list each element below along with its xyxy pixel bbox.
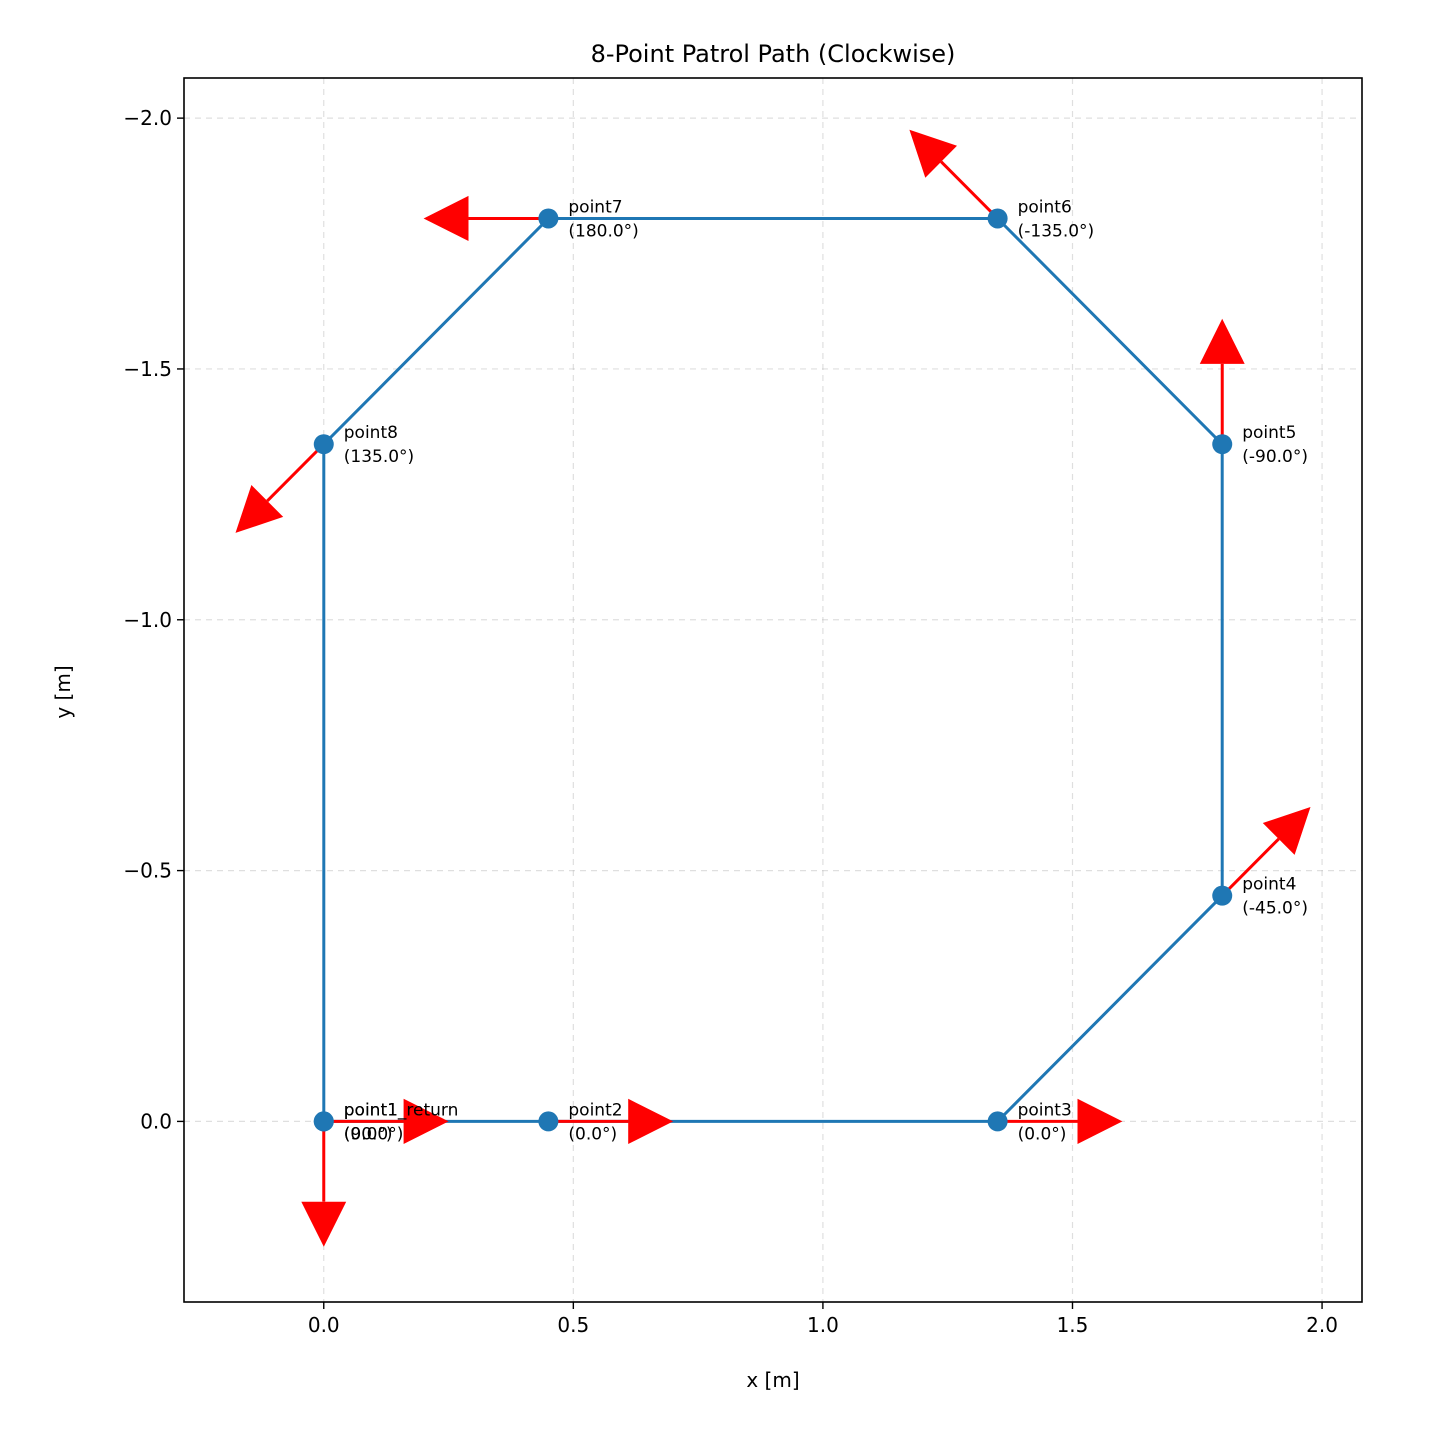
waypoint-angle-label: (135.0°) — [344, 447, 414, 467]
waypoint-angle-label: (0.0°) — [344, 1124, 393, 1144]
waypoint-angle-label: (180.0°) — [568, 221, 638, 241]
y-tick-label: −2.0 — [123, 106, 172, 130]
heading-arrow — [423, 195, 549, 241]
y-tick-label: −1.5 — [123, 357, 172, 381]
waypoint-angle-label: (90.0°) — [344, 1124, 404, 1144]
waypoint-marker — [313, 434, 334, 455]
heading-arrow-head — [1262, 807, 1311, 855]
heading-arrow-shaft — [1221, 837, 1280, 897]
waypoint-name-label: point7 — [568, 197, 622, 217]
waypoint-name-label: point6 — [1018, 197, 1072, 217]
heading-arrow-head — [1077, 1098, 1123, 1144]
waypoint-marker — [313, 1111, 334, 1132]
waypoint-marker — [987, 208, 1008, 229]
waypoint-labels: point1 (90.0°) point2 (0.0°) point3 (0.0°) poi… — [344, 197, 1308, 1144]
waypoint-angle-label: (-90.0°) — [1242, 447, 1308, 467]
x-tick-label: 2.0 — [1306, 1313, 1338, 1337]
heading-arrow — [235, 443, 325, 533]
y-tick-label: 0.0 — [140, 1109, 172, 1133]
heading-arrow-head — [909, 129, 957, 178]
x-axis-label: x [m] — [746, 1368, 799, 1392]
waypoint-angle-label: (-45.0°) — [1242, 899, 1308, 919]
waypoint-angle-label: (-135.0°) — [1018, 221, 1095, 241]
waypoint-markers — [313, 208, 1233, 1132]
waypoint-name-label: point8 — [344, 423, 398, 443]
axis-ticks: 0.0 0.5 1.0 1.5 2.0 −2.0 −1.5 −1.0 −0.5 0.0 — [123, 106, 1338, 1337]
heading-arrow-head — [403, 1098, 449, 1144]
heading-arrow-head — [1199, 318, 1245, 364]
heading-arrow — [1221, 807, 1311, 897]
chart-title: 8-Point Patrol Path (Clockwise) — [591, 40, 956, 68]
y-tick-label: −1.0 — [123, 608, 172, 632]
waypoint-name-label: point2 — [568, 1100, 622, 1120]
waypoint-marker — [538, 208, 559, 229]
waypoint-marker — [1212, 885, 1233, 906]
heading-arrow — [1199, 318, 1245, 445]
heading-arrow-head — [235, 485, 284, 533]
heading-arrow-head — [628, 1098, 674, 1144]
heading-arrow-head — [301, 1201, 347, 1247]
waypoint-name-label: point5 — [1242, 423, 1296, 443]
waypoint-name-label: point3 — [1018, 1100, 1072, 1120]
heading-arrows — [235, 129, 1311, 1247]
heading-arrow — [548, 1098, 674, 1144]
heading-arrow — [997, 1098, 1123, 1144]
heading-arrow — [323, 1098, 449, 1144]
y-tick-label: −0.5 — [123, 859, 172, 883]
x-tick-label: 0.0 — [308, 1313, 340, 1337]
waypoint-angle-label: (0.0°) — [568, 1124, 617, 1144]
waypoint-angle-label: (0.0°) — [1018, 1124, 1067, 1144]
x-tick-label: 1.5 — [1057, 1313, 1089, 1337]
plot-area-frame — [183, 77, 1363, 1303]
waypoint-name-label: point1 — [344, 1100, 398, 1120]
x-tick-label: 0.5 — [557, 1313, 589, 1337]
y-axis-label: y [m] — [51, 665, 75, 718]
waypoint-marker — [1212, 434, 1233, 455]
waypoint-name-label: point1_return — [344, 1100, 459, 1120]
heading-arrow-shaft — [266, 443, 325, 503]
heading-arrow — [301, 1121, 347, 1247]
x-tick-label: 1.0 — [807, 1313, 839, 1337]
heading-arrow — [909, 129, 999, 220]
waypoint-marker — [987, 1111, 1008, 1132]
waypoint-marker — [538, 1111, 559, 1132]
heading-arrow-head — [423, 195, 469, 241]
waypoint-name-label: point4 — [1242, 875, 1296, 895]
heading-arrow-shaft — [940, 160, 999, 220]
